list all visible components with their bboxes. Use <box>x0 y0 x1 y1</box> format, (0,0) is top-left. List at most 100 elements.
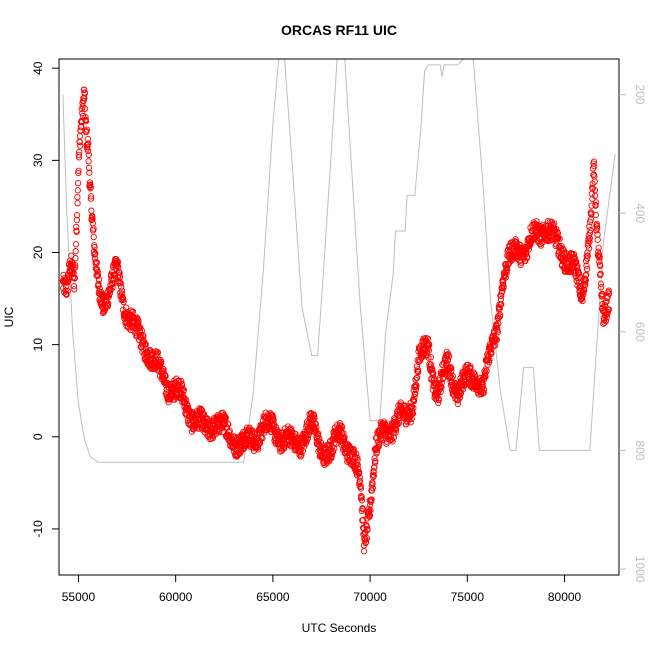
data-point <box>200 410 207 418</box>
data-point <box>491 342 498 349</box>
data-point <box>357 485 365 492</box>
data-point <box>354 454 361 461</box>
data-point <box>114 262 121 269</box>
data-point <box>91 244 98 251</box>
data-point <box>430 369 437 377</box>
data-point <box>537 242 545 249</box>
data-point <box>329 448 337 455</box>
data-point <box>76 133 84 140</box>
data-point <box>337 425 344 432</box>
y2-tick-label: 600 <box>633 322 647 342</box>
data-point <box>89 220 96 227</box>
data-point <box>119 290 126 297</box>
data-point <box>435 396 442 404</box>
data-point <box>129 308 137 315</box>
data-point <box>122 304 130 311</box>
data-point <box>426 341 433 348</box>
data-point <box>591 192 599 200</box>
data-point <box>416 357 424 364</box>
data-point <box>362 539 370 546</box>
data-point <box>181 395 188 403</box>
data-point <box>583 265 591 273</box>
data-point <box>160 366 167 373</box>
y2-tick-label: 400 <box>633 203 647 223</box>
data-point <box>493 336 501 344</box>
data-point <box>76 148 83 156</box>
data-point <box>313 424 320 431</box>
data-point <box>588 202 595 209</box>
data-point <box>358 497 366 504</box>
data-point <box>494 329 501 336</box>
data-point <box>198 407 206 414</box>
data-point <box>602 317 610 325</box>
y-tick-label: 0 <box>31 433 45 440</box>
data-point <box>76 138 83 146</box>
data-point <box>367 507 374 514</box>
data-point <box>244 428 251 435</box>
data-point <box>84 135 92 143</box>
data-point <box>447 363 454 371</box>
data-point <box>497 311 504 318</box>
x-tick-label: 60000 <box>159 590 193 604</box>
data-point <box>425 354 432 361</box>
data-point <box>78 105 85 113</box>
data-point <box>411 393 418 401</box>
uic-points <box>59 86 613 555</box>
data-point <box>85 151 92 158</box>
x-tick-label: 80000 <box>548 590 582 604</box>
y-axis: -10 0 10 20 30 40 <box>31 61 59 538</box>
data-point <box>182 396 190 403</box>
y-tick-label: 30 <box>31 153 45 167</box>
data-point <box>562 267 569 275</box>
y2-tick-label: 1000 <box>633 556 647 583</box>
data-point <box>584 242 592 249</box>
data-point <box>480 389 487 396</box>
data-point <box>95 276 103 283</box>
data-point <box>502 274 509 281</box>
data-point <box>486 356 493 364</box>
data-point <box>592 211 599 219</box>
data-point <box>180 386 187 394</box>
data-point <box>584 252 591 259</box>
data-point <box>435 399 442 407</box>
data-point <box>292 430 299 438</box>
x-tick-label: 75000 <box>451 590 485 604</box>
data-point <box>449 373 456 380</box>
data-point <box>410 404 417 412</box>
x-axis: 55000 60000 65000 70000 75000 80000 <box>62 575 582 604</box>
data-point <box>87 193 95 200</box>
data-point <box>85 164 93 172</box>
data-point <box>578 294 586 301</box>
data-point <box>413 382 420 389</box>
data-point <box>591 163 598 170</box>
data-point <box>597 270 604 278</box>
data-point <box>360 516 367 524</box>
data-point <box>584 249 591 256</box>
data-point <box>85 140 92 147</box>
data-point <box>259 435 266 442</box>
data-point <box>438 379 445 387</box>
data-point <box>178 377 185 385</box>
data-point <box>273 424 280 431</box>
data-point <box>412 390 419 397</box>
data-point <box>90 233 97 241</box>
data-point <box>157 358 165 366</box>
data-point <box>354 461 361 468</box>
data-point <box>105 293 113 300</box>
data-point <box>438 384 445 391</box>
data-point <box>370 473 377 481</box>
data-point <box>556 235 563 242</box>
data-point <box>605 306 613 313</box>
data-point <box>479 383 487 391</box>
data-point <box>117 280 125 287</box>
data-point <box>70 265 77 272</box>
y-tick-label: 10 <box>31 338 45 352</box>
data-point <box>105 300 112 307</box>
data-point <box>255 446 262 453</box>
data-point <box>94 268 101 276</box>
data-point <box>567 250 575 257</box>
data-point <box>590 158 598 165</box>
data-point <box>74 200 81 207</box>
data-point <box>414 366 421 373</box>
